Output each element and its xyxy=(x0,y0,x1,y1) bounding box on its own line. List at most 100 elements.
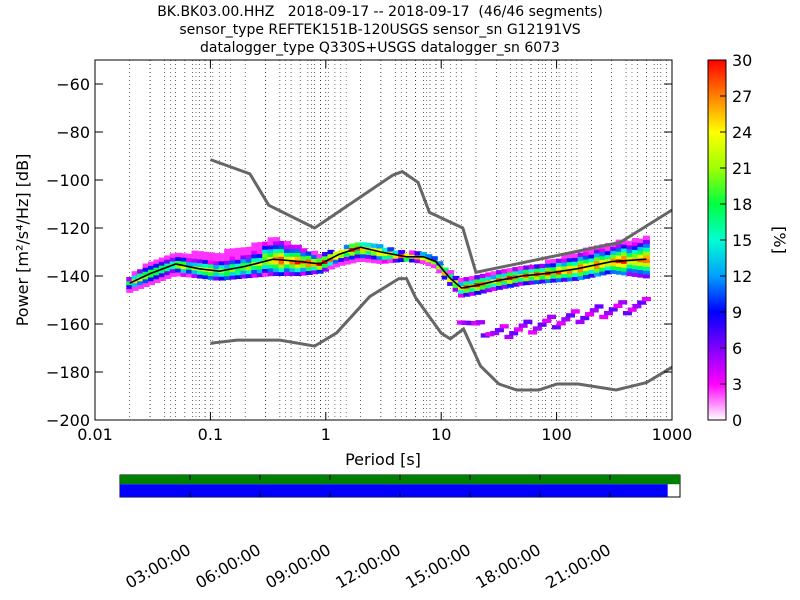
pdf-cell xyxy=(256,257,264,262)
pdf-cell xyxy=(267,252,275,257)
pdf-cell xyxy=(349,255,357,260)
pdf-cell xyxy=(583,266,591,272)
pdf-cell xyxy=(196,262,204,268)
pdf-cell xyxy=(555,258,563,263)
pdf-cell xyxy=(637,238,645,244)
pdf-cell xyxy=(202,259,210,264)
pdf-cell xyxy=(425,254,433,259)
pdf-cell xyxy=(642,243,650,248)
pdf-cell xyxy=(305,259,313,264)
pdf-cell xyxy=(267,237,275,242)
pdf-cell xyxy=(566,257,574,263)
pdf-cell xyxy=(485,272,493,277)
pdf-cell xyxy=(283,244,291,250)
pdf-cell xyxy=(561,258,569,263)
pdf-cell xyxy=(131,271,139,276)
pdf-cell xyxy=(207,271,215,277)
pdf-cell xyxy=(513,327,523,332)
pdf-cell xyxy=(267,256,275,261)
pdf-cell xyxy=(191,273,199,278)
pdf-cell xyxy=(186,253,194,259)
y-tick-label: −120 xyxy=(46,219,90,238)
pdf-cell xyxy=(534,279,542,285)
pdf-cell xyxy=(245,262,253,267)
pdf-cell xyxy=(528,268,536,274)
pdf-cell xyxy=(300,271,308,276)
pdf-cell xyxy=(566,269,574,274)
pdf-cell xyxy=(224,256,232,261)
pdf-cell xyxy=(196,255,204,260)
plot-frame xyxy=(94,59,673,421)
pdf-cell xyxy=(452,287,460,292)
pdf-cell xyxy=(158,276,166,282)
colorbar-tick-label: 30 xyxy=(732,51,752,70)
pdf-cell xyxy=(610,265,618,271)
pdf-cell xyxy=(343,256,351,261)
pdf-cell xyxy=(545,259,552,264)
pdf-cell xyxy=(207,252,215,257)
pdf-cell xyxy=(463,277,471,282)
pdf-cell xyxy=(354,250,362,255)
colorbar-tick-label: 18 xyxy=(732,195,752,214)
pdf-cell xyxy=(283,248,291,253)
pdf-cell xyxy=(278,267,286,273)
pdf-cell xyxy=(283,240,291,246)
pdf-cell xyxy=(392,254,400,259)
pdf-cell xyxy=(621,248,629,253)
pdf-cell xyxy=(583,274,591,279)
pdf-cell xyxy=(436,268,444,274)
pdf-cell xyxy=(570,309,580,314)
pdf-cell xyxy=(169,253,177,258)
pdf-cell xyxy=(545,263,552,268)
pdf-cell xyxy=(256,253,264,258)
pdf-cell xyxy=(561,254,569,259)
pdf-cell xyxy=(332,259,340,264)
pdf-cell xyxy=(615,266,623,271)
pdf-cell xyxy=(479,273,487,279)
time-tick-label: 09:00:00 xyxy=(262,540,334,592)
pdf-cell xyxy=(506,268,514,273)
mode-line xyxy=(129,246,647,289)
pdf-cell xyxy=(566,313,576,318)
pdf-cell xyxy=(283,256,291,261)
pdf-cell xyxy=(632,303,642,309)
y-tick-label: −180 xyxy=(46,363,90,382)
pdf-cell xyxy=(642,274,650,279)
pdf-cell xyxy=(283,264,291,269)
pdf-cell xyxy=(196,258,204,264)
pdf-cell xyxy=(626,260,634,265)
pdf-cell xyxy=(517,269,525,275)
pdf-cell xyxy=(148,276,155,282)
pdf-cell xyxy=(251,250,259,255)
pdf-cell xyxy=(153,271,161,276)
pdf-cell xyxy=(245,258,253,263)
pdf-cell xyxy=(376,244,384,249)
pdf-cell xyxy=(213,276,221,281)
pdf-cell xyxy=(180,268,188,274)
pdf-cell xyxy=(370,255,378,260)
pdf-cell xyxy=(534,268,542,273)
pdf-cell xyxy=(468,287,476,292)
pdf-cell xyxy=(240,266,248,271)
pdf-cell xyxy=(289,248,297,253)
pdf-cell xyxy=(316,257,324,263)
curves xyxy=(129,158,672,392)
pdf-cell xyxy=(245,250,253,256)
pdf-cell xyxy=(311,258,319,263)
pdf-cell xyxy=(621,240,629,245)
y-tick-label: −140 xyxy=(46,267,90,286)
pdf-cell xyxy=(466,320,476,326)
pdf-cell xyxy=(583,270,591,275)
pdf-cell xyxy=(637,254,645,259)
pdf-cell xyxy=(207,256,215,261)
pdf-cell xyxy=(556,321,566,326)
pdf-cell xyxy=(577,275,585,280)
pdf-cell xyxy=(441,275,449,280)
pdf-cell xyxy=(441,267,449,272)
x-tick-label: 0.1 xyxy=(198,425,223,444)
pdf-cell xyxy=(229,248,237,253)
pdf-cell xyxy=(240,274,248,279)
pdf-cell xyxy=(224,260,232,265)
pdf-cell xyxy=(642,254,650,260)
pdf-cell xyxy=(463,288,471,293)
